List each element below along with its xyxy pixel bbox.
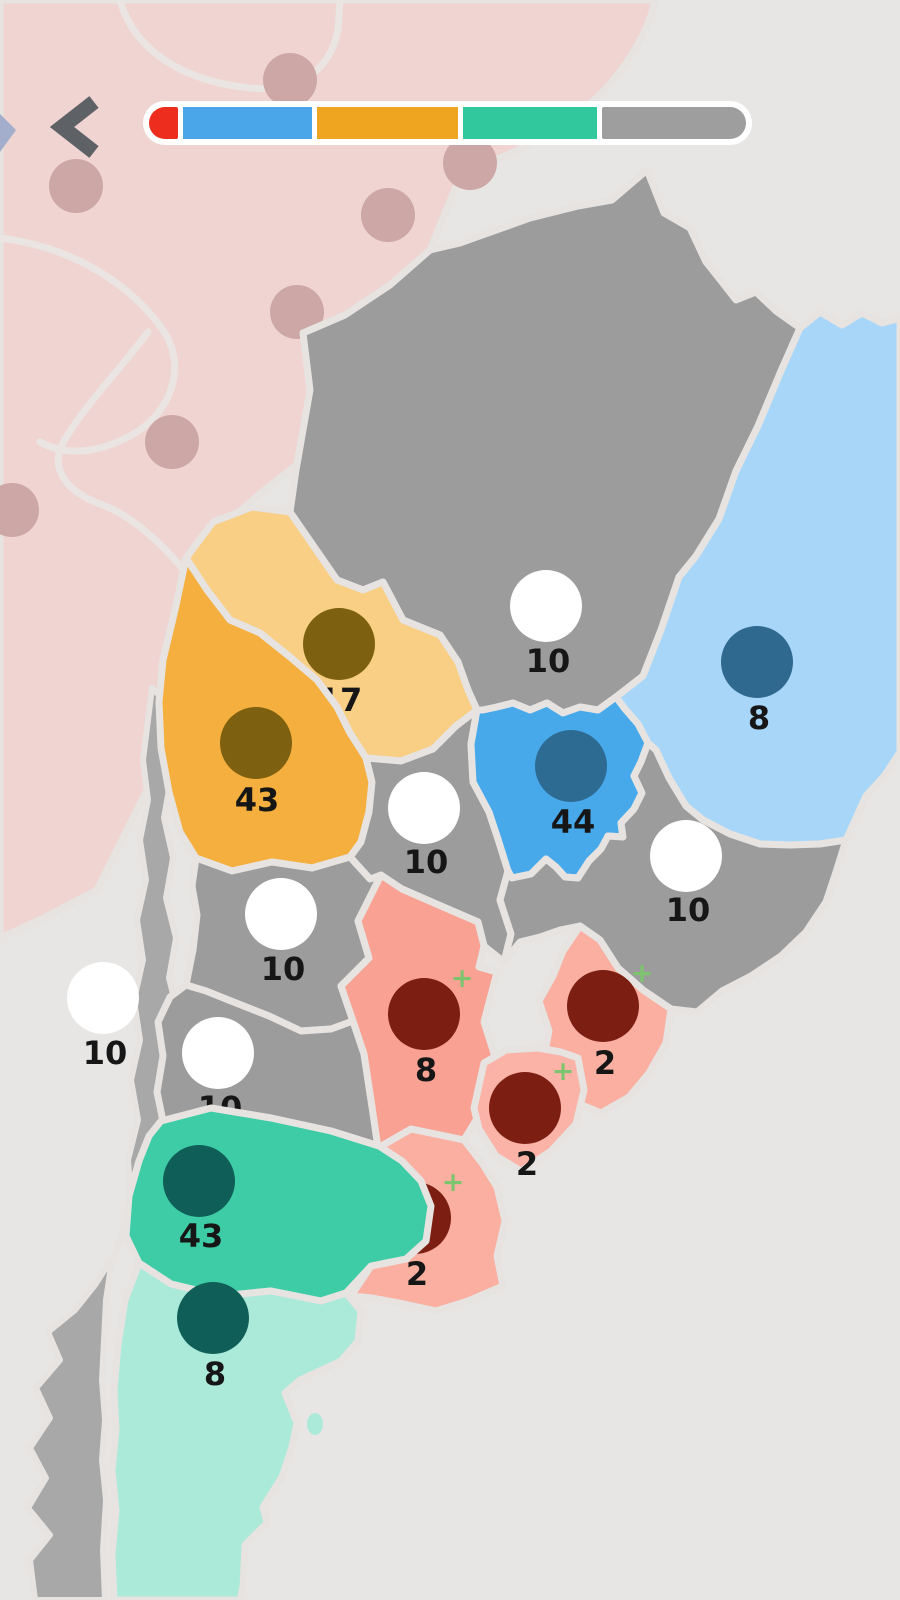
- troop-count: 10: [526, 642, 571, 680]
- territory-east-gray[interactable]: 10: [496, 739, 850, 1016]
- territory-pampa-mid-salmon[interactable]: 2 +: [470, 1044, 588, 1183]
- troop-count: 43: [179, 1217, 224, 1255]
- territory-midwest-gray[interactable]: 10: [182, 853, 385, 1035]
- inactive-dot: [263, 53, 317, 107]
- inactive-region: [0, 0, 659, 942]
- troop-marker: [721, 626, 793, 698]
- troop-marker: [182, 1017, 254, 1089]
- inactive-dot: [145, 415, 199, 469]
- troop-marker: [567, 970, 639, 1042]
- territory-shape[interactable]: [108, 1259, 365, 1600]
- troop-marker: [163, 1145, 235, 1217]
- power-bar-segment-orange: [317, 107, 459, 139]
- inactive-border-line: [0, 234, 179, 455]
- inactive-dot: [443, 136, 497, 190]
- troop-count: 8: [204, 1355, 226, 1393]
- troop-marker: [67, 962, 139, 1034]
- troop-count: 10: [404, 843, 449, 881]
- troop-count: 2: [516, 1145, 538, 1183]
- troop-marker: [303, 608, 375, 680]
- inactive-dot: [361, 188, 415, 242]
- reinforcement-plus-icon: +: [552, 1056, 575, 1087]
- troop-marker: [388, 772, 460, 844]
- troop-count: 44: [551, 803, 596, 841]
- troop-marker: [489, 1072, 561, 1144]
- troop-marker: [388, 978, 460, 1050]
- inactive-dot: [270, 285, 324, 339]
- troop-count: 2: [594, 1044, 616, 1082]
- troop-count: 8: [748, 699, 770, 737]
- power-bar: [143, 101, 752, 145]
- back-chevron-icon: [49, 96, 99, 158]
- reinforcement-plus-icon: +: [442, 1167, 465, 1198]
- troop-count: 10: [83, 1034, 128, 1072]
- troop-marker: [220, 707, 292, 779]
- territory-coast-gray[interactable]: 10: [67, 962, 139, 1072]
- territory-west-orange[interactable]: 43: [155, 554, 376, 875]
- back-button[interactable]: [42, 90, 112, 162]
- territory-pampa-west-salmon[interactable]: 8 +: [337, 871, 507, 1152]
- territory-patagonia-teal[interactable]: 43: [122, 1104, 435, 1305]
- inactive-dot: [49, 159, 103, 213]
- reinforcement-plus-icon: +: [631, 958, 654, 989]
- territory-patagonia-lightteal[interactable]: 8: [108, 1259, 365, 1600]
- troop-count: 10: [666, 891, 711, 929]
- troop-count: 10: [261, 950, 306, 988]
- territory-islet: [307, 1413, 323, 1435]
- inactive-region-dots: [0, 53, 497, 537]
- troop-marker: [650, 820, 722, 892]
- power-bar-segment-blue: [182, 107, 313, 139]
- troop-marker: [510, 570, 582, 642]
- inactive-dot: [0, 483, 39, 537]
- power-bar-segment-red: [149, 107, 178, 139]
- reinforcement-plus-icon: +: [451, 963, 474, 994]
- edge-decoration: [0, 114, 16, 152]
- troop-count: 43: [235, 781, 280, 819]
- troop-marker: [535, 730, 607, 802]
- inactive-border-line: [116, 0, 344, 93]
- inactive-border-line: [54, 328, 217, 614]
- troop-marker: [245, 878, 317, 950]
- troop-count: 8: [415, 1051, 437, 1089]
- power-bar-segment-teal: [463, 107, 597, 139]
- troop-marker: [177, 1282, 249, 1354]
- power-bar-segment-neutral: [601, 107, 746, 139]
- troop-count: 2: [406, 1255, 428, 1293]
